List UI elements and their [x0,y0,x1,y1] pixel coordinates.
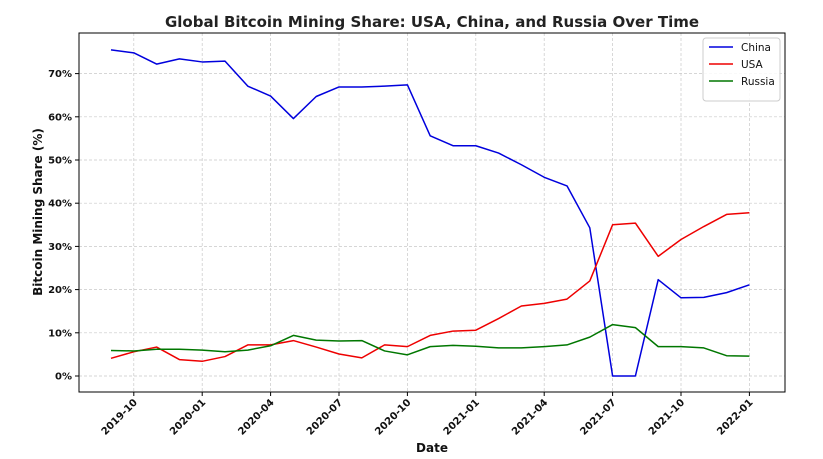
x-tick-label: 2020-04 [236,397,276,437]
x-tick-label: 2020-10 [373,397,413,437]
x-axis: 2019-10 2020-01 2020-04 2020-07 2020-10 2021-… [100,392,756,438]
plot-frame [78,32,786,393]
y-tick-label: 60% [48,112,72,123]
y-tick-label: 40% [48,199,72,210]
legend-label-russia: Russia [741,76,775,88]
x-tick-label: 2021-04 [510,397,550,437]
grid-layer [79,33,785,392]
x-tick-label: 2021-07 [578,397,618,437]
y-tick-label: 10% [48,328,72,339]
y-tick-label: 70% [48,69,72,80]
y-tick-label: 30% [48,242,72,253]
y-tick-label: 20% [48,285,72,296]
legend-label-usa: USA [741,59,764,71]
series-line-china [110,49,750,377]
y-axis: 0% 10% 20% 30% 40% 50% 60% 70% [48,69,79,383]
y-axis-label: Bitcoin Mining Share (%) [31,128,45,296]
x-tick-label: 2019-10 [100,397,140,437]
legend-box [702,37,781,102]
chart-title: Global Bitcoin Mining Share: USA, China,… [165,13,699,31]
series-line-russia [110,323,750,357]
series-line-usa [110,211,750,363]
x-tick-label: 2020-01 [168,397,208,437]
x-axis-label: Date [416,441,448,455]
x-tick-label: 2021-01 [442,397,482,437]
x-tick-label: 2022-01 [715,397,755,437]
series-layer [110,49,750,377]
y-tick-label: 50% [48,156,72,167]
y-tick-label: 0% [55,372,72,383]
x-tick-label: 2021-10 [647,397,687,437]
legend: China USA Russia [702,37,781,102]
legend-label-china: China [741,42,771,54]
x-tick-label: 2020-07 [305,397,345,437]
